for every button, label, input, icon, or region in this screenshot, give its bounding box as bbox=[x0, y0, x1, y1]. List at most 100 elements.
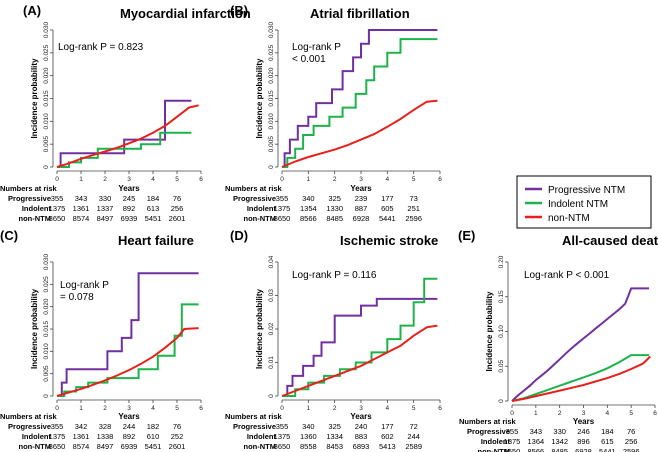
y-tick-label: 0.03 bbox=[268, 289, 275, 302]
logrank-annotation: Log-rank P = 0.116 bbox=[292, 270, 377, 281]
risk-cell: 8574 bbox=[73, 442, 90, 451]
risk-cell: 8574 bbox=[73, 214, 90, 223]
x-tick-label: 1 bbox=[534, 410, 538, 417]
series-line-indolent bbox=[282, 38, 438, 168]
y-axis-label: Incidence probability bbox=[255, 58, 264, 139]
x-tick-label: 5 bbox=[412, 405, 416, 412]
x-tick-label: 1 bbox=[307, 176, 311, 183]
x-tick-label: 4 bbox=[151, 176, 155, 183]
y-tick-label: 0.010 bbox=[43, 113, 50, 130]
risk-cell: 1360 bbox=[300, 432, 317, 441]
x-axis-label: Years bbox=[350, 412, 372, 421]
risk-cell: 8566 bbox=[300, 214, 317, 223]
x-tick-label: 5 bbox=[629, 410, 633, 417]
y-axis-label: Incidence probability bbox=[30, 288, 39, 369]
x-tick-label: 2 bbox=[333, 176, 337, 183]
x-tick-label: 5 bbox=[175, 405, 179, 412]
risk-cell: 76 bbox=[173, 194, 181, 203]
panel-e: (E) All-caused death 0 1 2 3 4 5 6 0 0.05 0.10 0.15 0… bbox=[458, 228, 658, 452]
risk-cell: 239 bbox=[355, 194, 368, 203]
y-tick-label: 0.01 bbox=[268, 356, 275, 369]
risk-cell: 8650 bbox=[274, 442, 291, 451]
risk-cell: 1361 bbox=[73, 204, 90, 213]
chart-title: All-caused death bbox=[562, 233, 658, 248]
risk-cell: 325 bbox=[328, 422, 341, 431]
y-tick-label: 0 bbox=[43, 165, 50, 169]
risk-cell: 177 bbox=[381, 194, 394, 203]
risk-cell: 1375 bbox=[49, 432, 66, 441]
series-line-non-ntm bbox=[511, 355, 651, 402]
risk-row-label: non-NTM bbox=[244, 442, 277, 451]
risk-cell: 8558 bbox=[300, 442, 317, 451]
risk-cell: 251 bbox=[407, 204, 420, 213]
risk-row-label: Progressive bbox=[233, 194, 276, 203]
panel-label: (B) bbox=[230, 3, 248, 18]
y-tick-label: 0.030 bbox=[43, 253, 50, 270]
risk-cell: 6928 bbox=[575, 447, 592, 452]
series-line-non-ntm bbox=[56, 327, 199, 397]
x-tick-label: 0 bbox=[510, 410, 514, 417]
risk-cell: 328 bbox=[99, 422, 112, 431]
risk-cell: 8497 bbox=[97, 214, 114, 223]
risk-cell: 245 bbox=[123, 194, 136, 203]
x-tick-label: 1 bbox=[79, 176, 83, 183]
risk-cell: 1330 bbox=[326, 204, 343, 213]
x-axis-label: Years bbox=[118, 184, 140, 193]
legend-label-indolent: Indolent NTM bbox=[548, 199, 608, 210]
risk-cell: 5451 bbox=[145, 442, 162, 451]
logrank-annotation: < 0.001 bbox=[292, 54, 326, 65]
y-tick-label: 0.05 bbox=[498, 360, 505, 373]
chart-title: Atrial fibrillation bbox=[310, 6, 410, 21]
risk-cell: 6928 bbox=[353, 214, 370, 223]
risk-cell: 330 bbox=[99, 194, 112, 203]
risk-cell: 355 bbox=[51, 422, 64, 431]
risk-cell: 605 bbox=[381, 204, 394, 213]
risk-table-header: Numbers at risk bbox=[0, 412, 58, 421]
x-tick-label: 6 bbox=[438, 176, 442, 183]
risk-cell: 8650 bbox=[274, 214, 291, 223]
y-tick-label: 0.020 bbox=[43, 67, 50, 84]
risk-cell: 6939 bbox=[121, 442, 138, 451]
risk-cell: 246 bbox=[577, 427, 590, 436]
y-tick-label: 0.030 bbox=[43, 21, 50, 38]
series-line-non-ntm bbox=[281, 99, 438, 168]
risk-cell: 244 bbox=[407, 432, 420, 441]
risk-row-label: Progressive bbox=[8, 422, 51, 431]
x-axis-label: Years bbox=[573, 417, 595, 426]
x-tick-label: 4 bbox=[151, 405, 155, 412]
series-line-progressive bbox=[57, 272, 199, 397]
risk-cell: 8453 bbox=[326, 442, 343, 451]
y-tick-label: 0.015 bbox=[268, 90, 275, 107]
x-tick-label: 3 bbox=[127, 176, 131, 183]
series-line-non-ntm bbox=[281, 324, 438, 397]
panel-label: (D) bbox=[230, 228, 248, 243]
y-tick-label: 0.020 bbox=[43, 298, 50, 315]
y-tick-label: 0.025 bbox=[268, 44, 275, 61]
risk-row-label: Indolent bbox=[247, 432, 277, 441]
risk-cell: 342 bbox=[75, 422, 88, 431]
risk-cell: 5441 bbox=[379, 214, 396, 223]
risk-table-header: Numbers at risk bbox=[225, 412, 283, 421]
y-tick-label: 0 bbox=[43, 394, 50, 398]
series-line-indolent bbox=[57, 303, 199, 397]
y-axis-label: Incidence probability bbox=[255, 288, 264, 369]
risk-cell: 1337 bbox=[97, 204, 114, 213]
x-tick-label: 1 bbox=[79, 405, 83, 412]
risk-row-label: Indolent bbox=[22, 432, 52, 441]
risk-table-header: Numbers at risk bbox=[459, 417, 517, 426]
risk-cell: 2596 bbox=[405, 214, 422, 223]
risk-cell: 1375 bbox=[504, 437, 521, 446]
risk-cell: 8566 bbox=[527, 447, 544, 452]
risk-cell: 5441 bbox=[599, 447, 616, 452]
x-tick-label: 0 bbox=[280, 176, 284, 183]
series-line-indolent bbox=[282, 277, 438, 397]
y-tick-label: 0 bbox=[498, 399, 505, 403]
x-tick-label: 5 bbox=[412, 176, 416, 183]
y-tick-label: 0.030 bbox=[268, 21, 275, 38]
risk-row-label: Progressive bbox=[233, 422, 276, 431]
panel-label: (A) bbox=[23, 3, 41, 18]
risk-cell: 883 bbox=[355, 432, 368, 441]
risk-cell: 613 bbox=[147, 204, 160, 213]
x-tick-label: 4 bbox=[386, 176, 390, 183]
